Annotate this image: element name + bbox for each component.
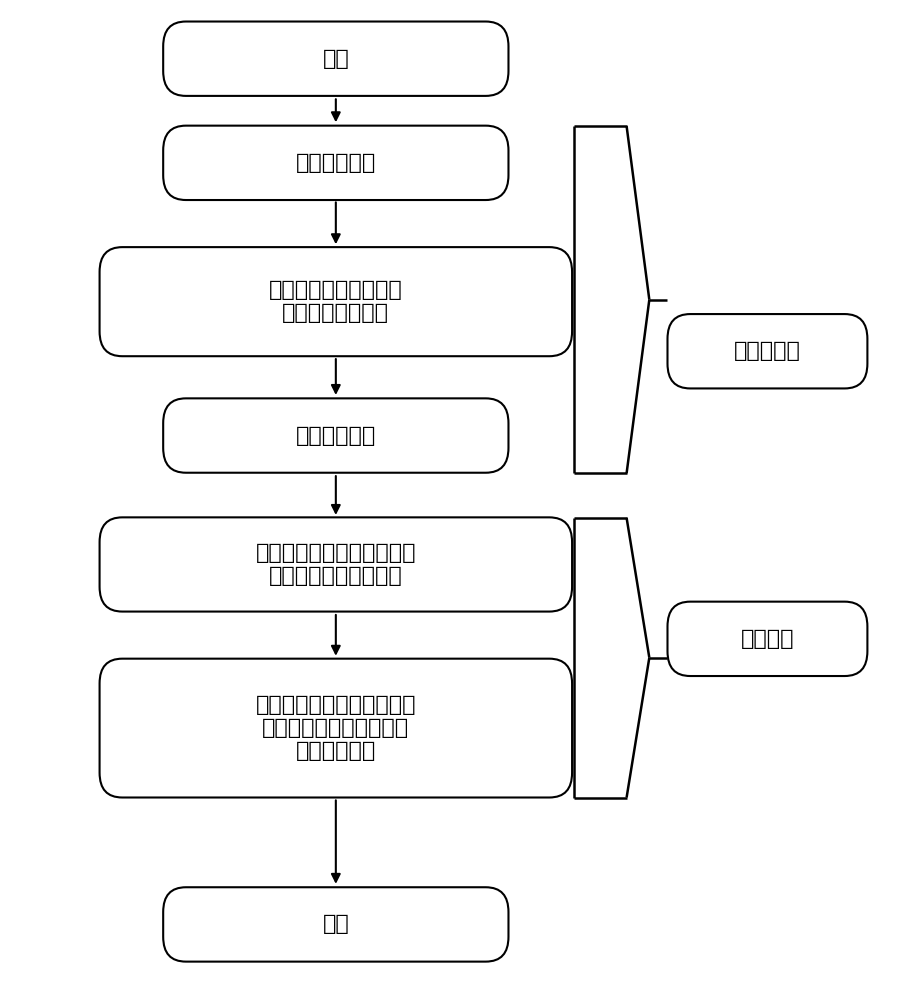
Text: 依次寻找有效测量信号段，
并计算本段测量均值；忽
略干扰信号段: 依次寻找有效测量信号段， 并计算本段测量均值；忽 略干扰信号段 (256, 695, 416, 761)
Text: 设定幅度阈值: 设定幅度阈值 (295, 153, 376, 173)
FancyBboxPatch shape (100, 517, 572, 612)
FancyBboxPatch shape (163, 22, 509, 96)
Text: 根据幅度阈值和宽度阈值，
二次遍历全过程采样点: 根据幅度阈值和宽度阈值， 二次遍历全过程采样点 (256, 543, 416, 586)
FancyBboxPatch shape (163, 398, 509, 473)
FancyBboxPatch shape (100, 247, 572, 356)
FancyBboxPatch shape (668, 314, 867, 388)
Text: 数据计算: 数据计算 (741, 629, 794, 649)
FancyBboxPatch shape (163, 887, 509, 962)
FancyBboxPatch shape (100, 659, 572, 798)
Text: 遍历全过程采样点，统
计全部非零信号段: 遍历全过程采样点，统 计全部非零信号段 (269, 280, 403, 323)
Text: 结束: 结束 (323, 914, 349, 934)
Text: 计算宽度阈值: 计算宽度阈值 (295, 426, 376, 446)
Text: 开始: 开始 (323, 49, 349, 69)
Text: 数据预处理: 数据预处理 (734, 341, 801, 361)
FancyBboxPatch shape (163, 126, 509, 200)
FancyBboxPatch shape (668, 602, 867, 676)
